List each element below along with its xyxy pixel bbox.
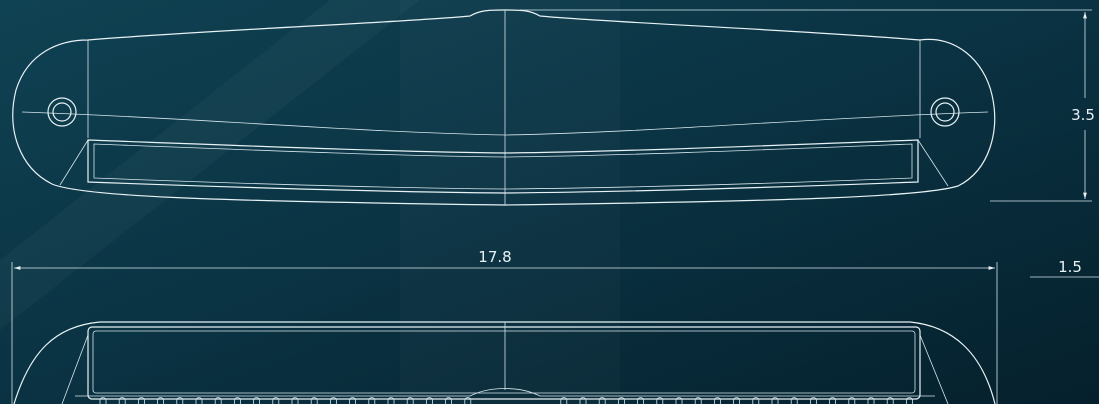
depth-label: 1.5 xyxy=(1058,258,1082,276)
height-label: 3.5 xyxy=(1071,106,1095,124)
background-stripe xyxy=(400,0,620,404)
diagram: 3.5 17.8 1.5 xyxy=(0,0,1099,404)
width-label: 17.8 xyxy=(478,248,511,266)
